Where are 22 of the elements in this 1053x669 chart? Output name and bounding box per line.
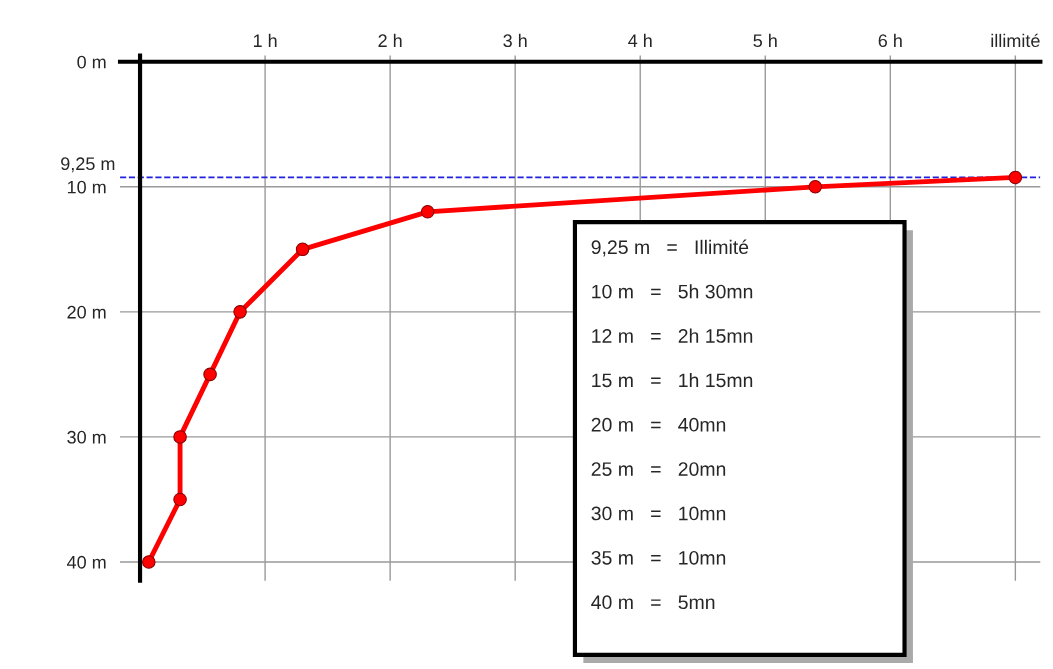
annotation: 25 m = 20mn [591, 462, 726, 476]
y-tick-label: 30 m [67, 430, 106, 444]
annotation: 15 m = 1h 15mn [592, 372, 753, 388]
x-tick-label: 3 h [503, 33, 527, 48]
x-tick-label: 2 h [378, 33, 402, 47]
y-tick-label: 40 m [66, 555, 106, 569]
annotation: 9,25 m = Illimité [591, 239, 749, 257]
annotation: 10 m = 5h 30mn [592, 284, 753, 299]
text: 40 m = 5mn [591, 595, 715, 610]
x-tick-label: 4 h [628, 33, 652, 47]
x-tick-label: illimité [991, 33, 1040, 48]
ref-line-label: 9,25 m [61, 157, 115, 173]
annotation: 35 m = 10mn [591, 550, 726, 565]
x-tick-label: 5 h [753, 33, 777, 48]
y-tick-label: 10 m [67, 180, 106, 194]
y-tick-label: 0 m [77, 55, 106, 69]
annotation: 20 m = 40mn [591, 417, 726, 432]
annotation: 12 m = 2h 15mn [592, 328, 753, 343]
x-tick-label: 1 h [253, 33, 277, 47]
x-tick-label: 6 h [878, 33, 902, 48]
y-tick-label: 20 m [67, 305, 106, 319]
annotation: 30 m = 10mn [591, 506, 726, 521]
